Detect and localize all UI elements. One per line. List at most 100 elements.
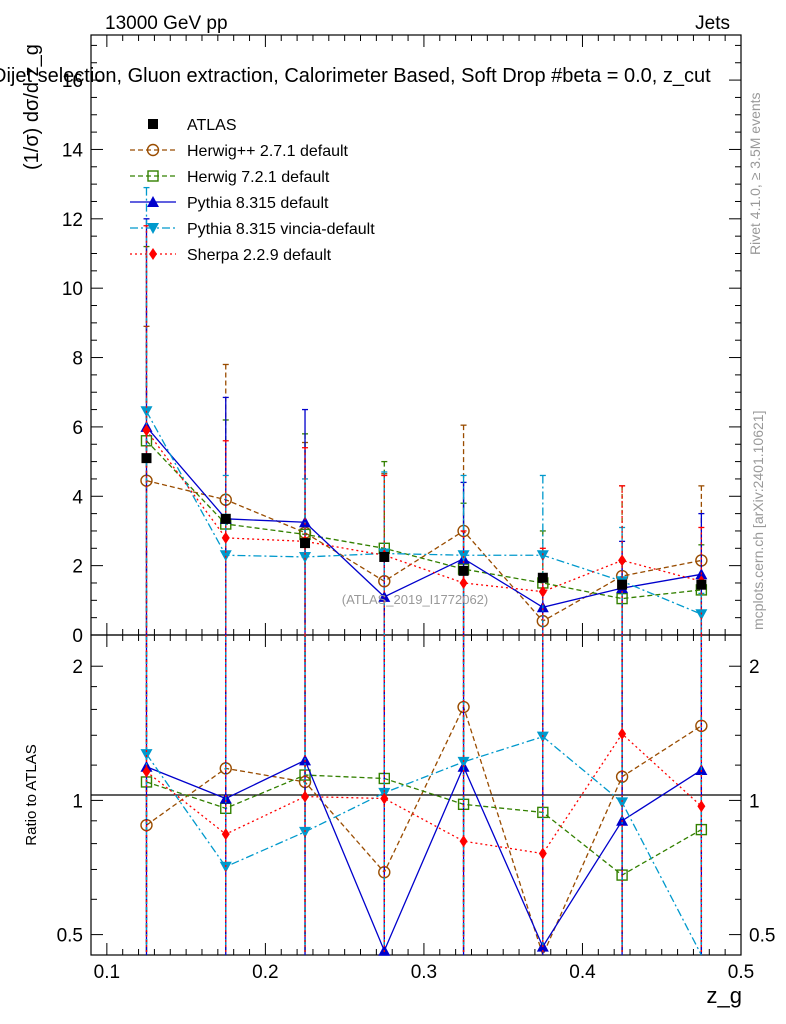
- y-tick-label: 0: [72, 626, 83, 647]
- process-label: Jets: [695, 13, 730, 34]
- x-axis: 0.1 0.2 0.3 0.4 0.5: [94, 35, 754, 983]
- y-axis-label: (1/σ) dσ/d z_g: [21, 44, 43, 170]
- legend-label: ATLAS: [187, 117, 237, 134]
- ratio-point: [536, 731, 549, 743]
- legend-entry-3: Pythia 8.315 vincia-default: [130, 221, 375, 238]
- atlas-data-point: [379, 551, 390, 562]
- legend-label: Herwig++ 2.7.1 default: [187, 143, 349, 160]
- atlas-data-point: [696, 579, 707, 590]
- series-4: [142, 225, 706, 635]
- legend: ATLAS Herwig++ 2.7.1 default Herwig 7.2.1 …: [130, 117, 375, 264]
- mcplots-label: mcplots.cern.ch [arXiv:2401.10621]: [750, 411, 766, 630]
- series-line: [146, 480, 702, 622]
- y-tick-label: 8: [72, 349, 83, 370]
- ratio-line: [146, 705, 702, 957]
- data-point: [299, 551, 312, 563]
- ratio-tick-label: 0.5: [57, 926, 83, 947]
- x-tick-label: 0.3: [411, 962, 437, 983]
- data-point: [536, 550, 549, 562]
- ratio-tick-label-right: 2: [749, 657, 760, 678]
- ratio-point: [618, 727, 627, 740]
- legend-label: Pythia 8.315 default: [187, 195, 329, 212]
- rivet-label: Rivet 4.1.0, ≥ 3.5M events: [747, 92, 763, 255]
- legend-marker: [147, 196, 159, 207]
- ratio-line: [146, 732, 702, 855]
- atlas-data-point: [300, 538, 311, 549]
- legend-marker: [147, 170, 159, 182]
- x-axis-label: z_g: [707, 983, 742, 1008]
- y-tick-label: 6: [72, 418, 83, 439]
- ratio-point: [380, 792, 389, 805]
- atlas-data-point: [537, 572, 548, 583]
- ratio-point: [616, 797, 629, 809]
- legend-label: Sherpa 2.2.9 default: [187, 247, 332, 264]
- data-point: [221, 531, 230, 544]
- ratio-point: [301, 790, 310, 803]
- ratio-tick-label: 2: [72, 657, 83, 678]
- ratio-tick-label-right: 0.5: [749, 926, 775, 947]
- series-line: [145, 429, 702, 593]
- ratio-series-group: [140, 635, 708, 957]
- data-point: [457, 550, 470, 562]
- data-point: [299, 516, 312, 528]
- legend-marker: [146, 143, 160, 157]
- data-point: [142, 424, 151, 437]
- ratio-tick-label: 1: [72, 791, 83, 812]
- ratio-point: [140, 749, 153, 761]
- ratio-point: [459, 835, 468, 848]
- data-point: [695, 609, 708, 621]
- y-tick-label: 2: [72, 557, 83, 578]
- legend-marker: [149, 248, 157, 260]
- atlas-data-point: [141, 453, 152, 464]
- legend-marker: [147, 223, 159, 234]
- legend-entry-1: Herwig 7.2.1 default: [130, 169, 330, 186]
- series-line: [146, 440, 702, 600]
- ratio-point: [538, 847, 547, 860]
- ratio-point: [697, 800, 706, 813]
- x-tick-label: 0.1: [94, 962, 120, 983]
- atlas-data-point: [617, 579, 628, 590]
- series-line: [145, 426, 702, 608]
- ratio-point: [142, 765, 151, 778]
- ratio-y-axis: 0.5 0.5 1 1 2 2: [57, 657, 776, 946]
- main-series-group: [140, 186, 708, 635]
- main-y-axis: 0 2 4 6 8 10 12 14 16: [62, 44, 741, 647]
- legend-label: Pythia 8.315 vincia-default: [187, 221, 375, 238]
- analysis-watermark: (ATLAS_2019_I1772062): [342, 592, 488, 607]
- ratio-line: [146, 774, 702, 876]
- x-tick-label: 0.2: [252, 962, 278, 983]
- y-tick-label: 12: [62, 210, 83, 231]
- ratio-line: [145, 735, 702, 956]
- ratio-series-4: [142, 635, 706, 955]
- y-tick-label: 10: [62, 279, 83, 300]
- ratio-point: [221, 828, 230, 841]
- legend-marker: [148, 119, 158, 129]
- y-tick-label: 16: [62, 71, 83, 92]
- legend-entry-atlas: ATLAS: [148, 117, 237, 134]
- atlas-data: [141, 453, 707, 590]
- legend-entry-2: Pythia 8.315 default: [130, 195, 329, 212]
- data-point: [618, 554, 627, 567]
- atlas-data-point: [458, 565, 469, 576]
- x-tick-label: 0.4: [569, 962, 596, 983]
- plot-title: Dijet selection, Gluon extraction, Calor…: [0, 65, 711, 87]
- y-tick-label: 4: [72, 487, 83, 508]
- ratio-y-axis-label: Ratio to ATLAS: [23, 744, 40, 845]
- data-point: [459, 576, 468, 589]
- x-tick-label: 0.5: [728, 962, 754, 983]
- energy-label: 13000 GeV pp: [105, 13, 228, 34]
- legend-entry-4: Sherpa 2.2.9 default: [130, 247, 332, 264]
- ratio-line: [146, 759, 702, 953]
- ratio-point: [299, 826, 312, 838]
- atlas-data-point: [220, 513, 231, 524]
- data-point: [538, 585, 547, 598]
- y-tick-label: 14: [62, 140, 84, 161]
- legend-entry-0: Herwig++ 2.7.1 default: [130, 143, 349, 160]
- data-point: [219, 550, 232, 562]
- ratio-tick-label-right: 1: [749, 791, 760, 812]
- series-line: [145, 410, 702, 615]
- ratio-point: [219, 861, 232, 873]
- legend-label: Herwig 7.2.1 default: [187, 169, 330, 186]
- ratio-point: [457, 756, 470, 768]
